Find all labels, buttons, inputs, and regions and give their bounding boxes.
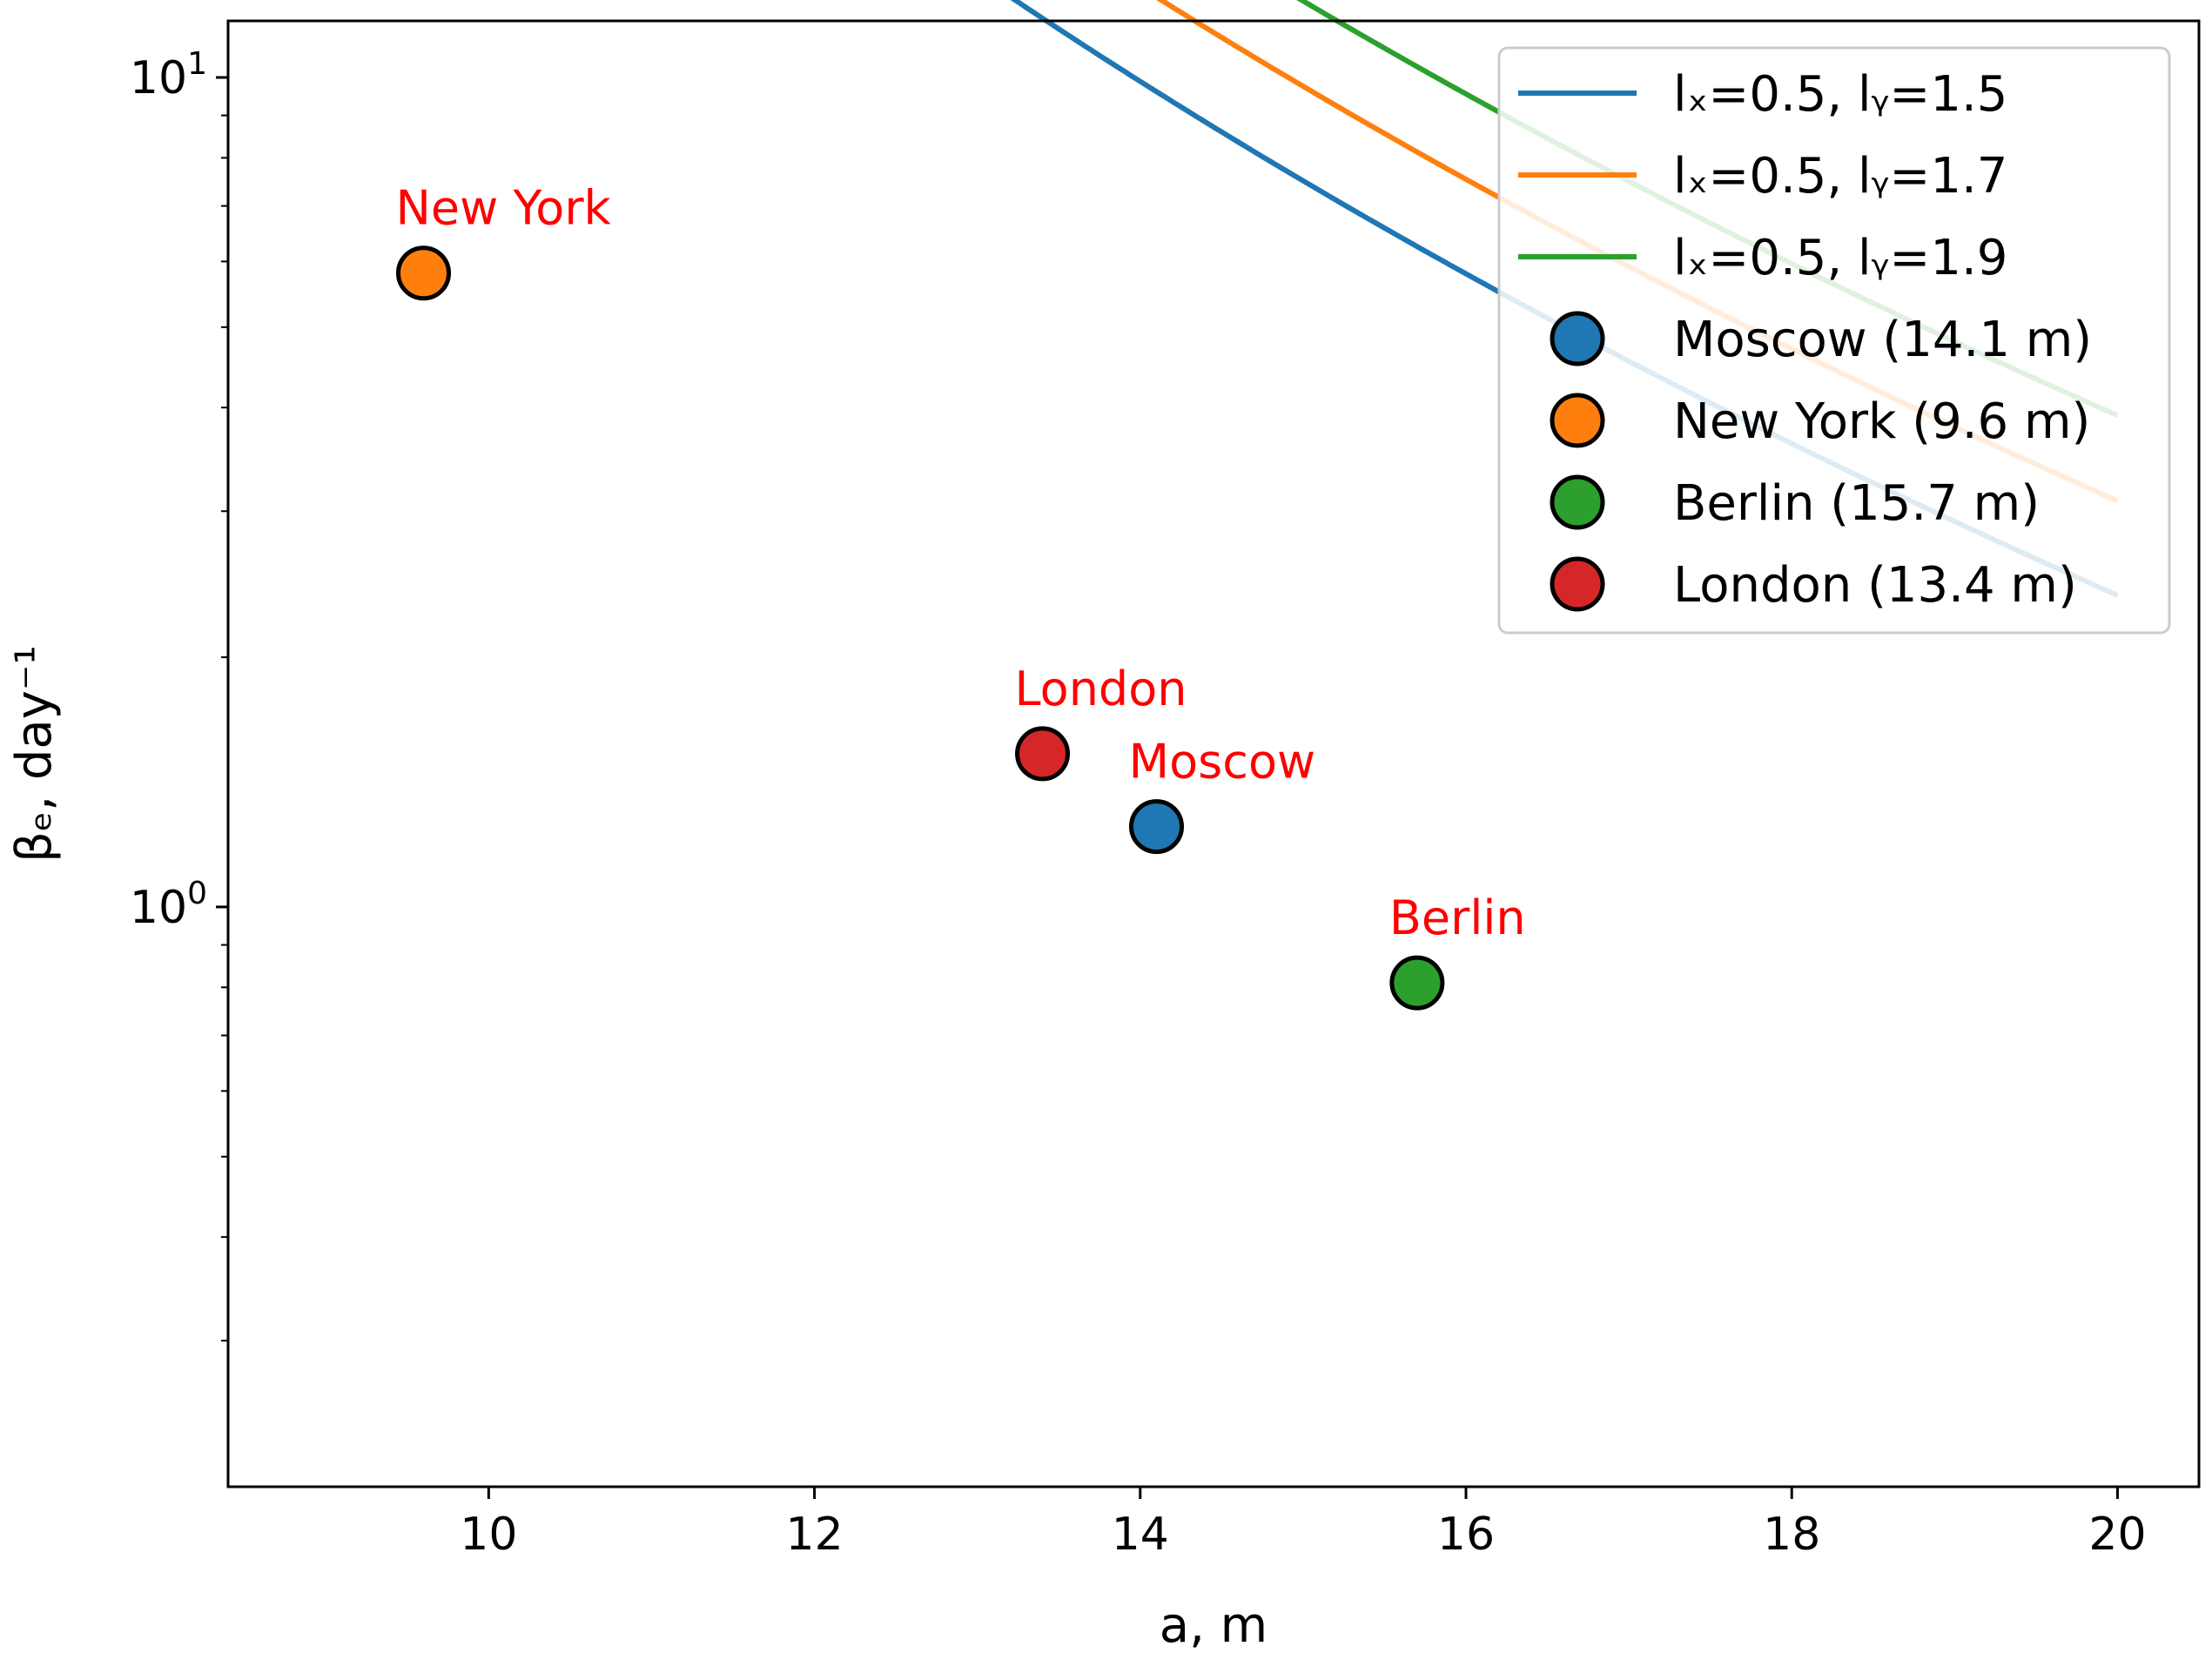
y-axis-label: βₑ, day⁻¹ <box>6 645 63 863</box>
legend-marker-swatch <box>1550 393 1605 448</box>
annotation-moscow: Moscow <box>1129 735 1316 790</box>
legend: lₓ=0.5, lᵧ=1.5 lₓ=0.5, lᵧ=1.7 lₓ=0.5, lᵧ=1… <box>1497 46 2171 635</box>
annotation-london: London <box>1015 662 1187 716</box>
marker-new-york <box>396 245 452 301</box>
x-axis-ticks: 10 12 14 16 18 20 <box>460 1487 2147 1561</box>
marker-london <box>1015 726 1071 782</box>
legend-entry-label: London (13.4 m) <box>1673 557 2077 614</box>
x-tick-label: 10 <box>460 1509 517 1561</box>
points-layer <box>396 245 1445 1011</box>
plot-frame <box>226 19 2201 1488</box>
legend-entry-label: lₓ=0.5, lᵧ=1.7 <box>1673 148 2007 205</box>
annotations-layer: Moscow New York Berlin London <box>396 181 1526 945</box>
annotation-new-york: New York <box>396 181 612 236</box>
x-tick-label: 18 <box>1763 1509 1820 1561</box>
legend-marker-swatch <box>1550 556 1605 612</box>
x-tick-label: 14 <box>1112 1509 1169 1561</box>
legend-marker-swatch <box>1550 311 1605 366</box>
marker-moscow <box>1129 799 1185 855</box>
legend-entry-label: lₓ=0.5, lᵧ=1.5 <box>1673 66 2007 123</box>
legend-entry-label: Moscow (14.1 m) <box>1673 312 2092 368</box>
legend-marker-swatch <box>1550 474 1605 530</box>
y-tick-label: 101 <box>130 46 207 104</box>
legend-entry-label: Berlin (15.7 m) <box>1673 475 2040 532</box>
marker-berlin <box>1389 955 1445 1011</box>
x-tick-label: 20 <box>2088 1509 2146 1561</box>
legend-entry-label: New York (9.6 m) <box>1673 393 2090 450</box>
legend-entry-label: lₓ=0.5, lᵧ=1.9 <box>1673 230 2007 286</box>
y-tick-label: 100 <box>130 876 207 934</box>
annotation-berlin: Berlin <box>1389 890 1526 945</box>
y-axis-ticks: 100 101 <box>130 46 228 1342</box>
x-axis-label: a, m <box>1160 1597 1267 1653</box>
x-tick-label: 12 <box>786 1509 844 1561</box>
legend-box <box>1497 46 2171 635</box>
x-tick-label: 16 <box>1437 1509 1495 1561</box>
